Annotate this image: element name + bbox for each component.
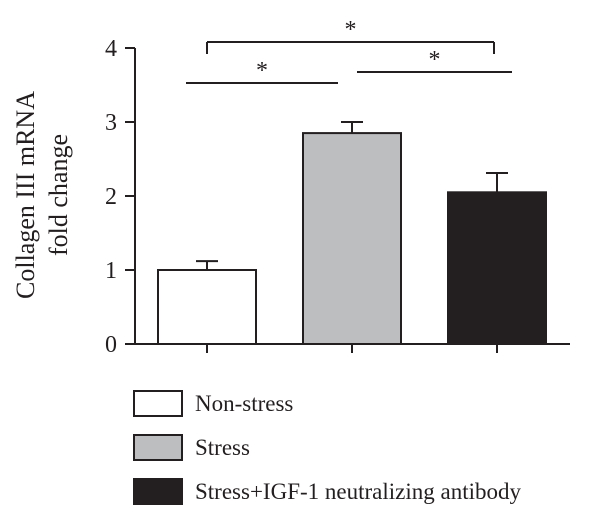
significance-brackets: * * * [186,17,512,84]
bar-1 [302,132,402,345]
legend-label-0: Non-stress [195,391,293,416]
significance-star-1: * [429,47,441,73]
significance-star-2: * [345,17,357,43]
legend-item-0: Non-stress [133,390,293,417]
significance-1: * [357,47,512,73]
y-tick-label-3: 3 [105,110,117,136]
bars [157,132,547,345]
legend-label-1: Stress [195,435,250,460]
error-bars [196,121,508,270]
bar-2 [447,191,547,345]
y-ticks: 0 1 2 3 4 [105,36,135,358]
y-tick-label-2: 2 [105,184,117,210]
y-tick-label-1: 1 [105,258,117,284]
legend: Non-stress Stress Stress+IGF-1 neutralizin… [133,390,521,505]
legend-item-2: Stress+IGF-1 neutralizing antibody [133,478,521,505]
legend-swatch-2 [133,478,183,505]
legend-swatch-1 [133,434,183,461]
y-axis-label-line-2: fold change [44,134,73,256]
significance-0: * [186,58,338,84]
legend-item-1: Stress [133,434,250,461]
y-tick-label-0: 0 [105,332,117,358]
significance-2: * [206,17,495,54]
y-axis-label: Collagen III mRNA fold change [11,91,73,299]
bar-0 [157,269,257,345]
significance-star-0: * [256,58,268,84]
legend-swatch-0 [133,390,183,417]
y-axis-label-line-1: Collagen III mRNA [11,91,40,299]
legend-label-2: Stress+IGF-1 neutralizing antibody [195,479,521,504]
y-tick-label-4: 4 [105,36,117,62]
